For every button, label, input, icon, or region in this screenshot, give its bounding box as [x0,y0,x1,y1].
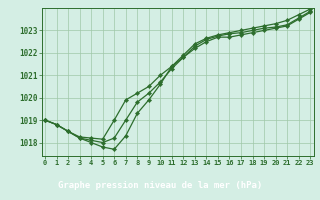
Text: Graphe pression niveau de la mer (hPa): Graphe pression niveau de la mer (hPa) [58,181,262,190]
